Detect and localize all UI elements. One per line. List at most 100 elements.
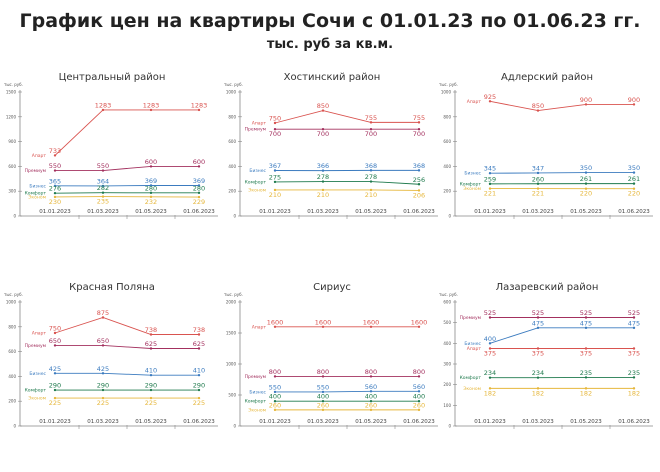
y-tick-label: 400: [8, 374, 16, 379]
x-tick-label: 01.06.2023: [183, 209, 215, 215]
chart-title: Лазаревский район: [496, 282, 599, 293]
x-tick-label: 01.01.2023: [39, 209, 71, 215]
series-line-Апарт: [275, 111, 419, 123]
data-label: 225: [193, 399, 205, 407]
data-label: 375: [628, 350, 640, 358]
y-tick-label: 400: [443, 341, 451, 346]
y-tick-label: 600: [8, 349, 16, 354]
y-tick-label: 900: [8, 139, 16, 144]
data-label: 625: [145, 340, 157, 348]
data-label: 225: [145, 399, 157, 407]
series-name-label: Премиум: [25, 168, 46, 174]
y-tick-label: 100: [443, 403, 451, 408]
data-label: 650: [49, 337, 61, 345]
data-label: 261: [580, 175, 592, 183]
data-label: 1283: [95, 101, 112, 109]
data-label: 234: [532, 369, 544, 377]
data-label: 755: [413, 114, 425, 122]
data-label: 235: [628, 369, 640, 377]
y-tick-label: 600: [228, 139, 236, 144]
data-label: 278: [317, 173, 329, 181]
data-label: 625: [193, 340, 205, 348]
y-axis-label: тыс. руб.: [224, 82, 243, 87]
series-line-Апарт: [490, 101, 634, 110]
x-tick-label: 01.01.2023: [39, 419, 71, 425]
data-label: 345: [484, 165, 496, 173]
series-line-Апарт: [55, 110, 199, 155]
y-tick-label: 2000: [226, 300, 237, 305]
y-tick-label: 500: [228, 393, 236, 398]
y-tick-label: 1000: [441, 90, 452, 95]
data-label: 290: [145, 382, 157, 390]
y-tick-label: 600: [8, 164, 16, 169]
series-line-Бизнес: [490, 328, 634, 344]
data-label: 256: [413, 176, 425, 184]
data-label: 550: [317, 383, 329, 391]
x-tick-label: 01.05.2023: [135, 419, 167, 425]
y-tick-label: 0: [233, 424, 236, 429]
y-axis-label: тыс. руб.: [224, 292, 243, 297]
x-tick-label: 01.01.2023: [474, 419, 506, 425]
series-name-label: Апарт: [467, 99, 482, 105]
data-label: 738: [193, 326, 205, 334]
data-label: 800: [413, 368, 425, 376]
y-axis-label: тыс. руб.: [4, 292, 23, 297]
data-label: 368: [365, 162, 377, 170]
series-name-label: Апарт: [467, 346, 482, 352]
x-tick-label: 01.06.2023: [618, 209, 650, 215]
data-label: 278: [365, 173, 377, 181]
data-label: 366: [317, 162, 329, 170]
series-name-label: Бизнес: [464, 341, 481, 347]
chart-title: Красная Поляна: [69, 282, 155, 293]
series-name-label: Бизнес: [249, 168, 266, 174]
y-tick-label: 400: [443, 164, 451, 169]
series-name-label: Премиум: [25, 343, 46, 349]
y-tick-label: 600: [443, 300, 451, 305]
data-label: 260: [413, 401, 425, 409]
data-label: 234: [484, 369, 496, 377]
x-tick-label: 01.01.2023: [259, 419, 291, 425]
data-label: 425: [49, 365, 61, 373]
data-label: 350: [580, 164, 592, 172]
data-label: 755: [365, 114, 377, 122]
x-tick-label: 01.05.2023: [135, 209, 167, 215]
series-name-label: Комфорт: [245, 399, 267, 405]
data-label: 550: [49, 162, 61, 170]
data-label: 221: [532, 190, 544, 198]
series-line-Бизнес: [275, 391, 419, 392]
series-name-label: Бизнес: [249, 389, 266, 395]
y-tick-label: 500: [443, 320, 451, 325]
x-tick-label: 01.05.2023: [570, 209, 602, 215]
series-name-label: Комфорт: [25, 388, 47, 394]
x-tick-label: 01.06.2023: [403, 209, 435, 215]
series-line-Бизнес: [490, 173, 634, 174]
series-name-label: Апарт: [252, 324, 267, 330]
data-label: 525: [580, 309, 592, 317]
data-label: 1600: [411, 318, 428, 326]
data-label: 525: [628, 309, 640, 317]
y-tick-label: 200: [228, 189, 236, 194]
data-label: 235: [97, 198, 109, 206]
x-tick-label: 01.01.2023: [259, 209, 291, 215]
series-line-Апарт: [55, 318, 199, 335]
x-tick-label: 01.06.2023: [403, 419, 435, 425]
data-label: 600: [145, 158, 157, 166]
data-label: 800: [317, 368, 329, 376]
series-line-Премиум: [55, 166, 199, 170]
data-label: 282: [97, 184, 109, 192]
data-label: 210: [365, 191, 377, 199]
data-label: 550: [269, 383, 281, 391]
data-label: 560: [413, 383, 425, 391]
series-name-label: Бизнес: [464, 171, 481, 177]
data-label: 850: [317, 102, 329, 110]
series-name-label: Премиум: [245, 127, 266, 133]
y-tick-label: 800: [8, 324, 16, 329]
x-tick-label: 01.03.2023: [307, 419, 339, 425]
y-tick-label: 200: [443, 189, 451, 194]
data-label: 290: [193, 382, 205, 390]
